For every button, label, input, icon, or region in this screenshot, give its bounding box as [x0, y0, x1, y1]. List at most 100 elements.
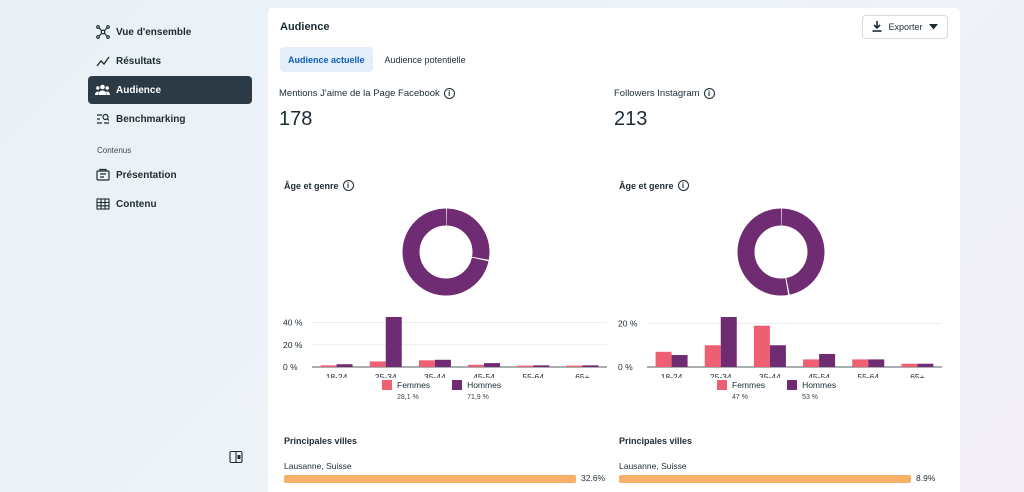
bar-hommes-25-34[interactable]	[385, 317, 402, 367]
presentation-icon	[95, 168, 110, 183]
bar-hommes-65+[interactable]	[917, 363, 934, 367]
sidebar-item-label: Vue d'ensemble	[116, 26, 192, 38]
age-gender-label: Âge et genre	[619, 180, 674, 191]
facebook-metric-title: Mentions J'aime de la Page Facebook i	[279, 88, 609, 99]
people-icon	[95, 83, 110, 98]
bar-femmes-25-34[interactable]	[704, 345, 721, 367]
bar-hommes-45-54[interactable]	[484, 363, 501, 367]
instagram-metric-value: 213	[614, 108, 648, 130]
bar-hommes-55-64[interactable]	[533, 365, 550, 367]
instagram-column: Followers Instagram i 213 Âge et genre i…	[614, 88, 944, 483]
tab-audience-potentielle[interactable]: Audience potentielle	[384, 54, 466, 65]
bar-hommes-18-24[interactable]	[671, 355, 688, 367]
x-tick-label: 55-64	[857, 372, 879, 378]
bar-hommes-35-44[interactable]	[769, 345, 786, 367]
facebook-metric-value: 178	[279, 108, 313, 130]
donut-separator	[736, 207, 826, 297]
sidebar-item-audience[interactable]: Audience	[88, 76, 252, 104]
donut-slice-hommes[interactable]	[402, 208, 490, 296]
bar-hommes-55-64[interactable]	[868, 359, 885, 367]
instagram-metric-title: Followers Instagram i	[614, 88, 944, 99]
export-button[interactable]: Exporter	[862, 15, 948, 39]
facebook-age-gender-chart: 0 % 20 % 40 % 18-24 25-34 35-44 45-54 55-64 65+	[283, 207, 607, 378]
facebook-city-name: Lausanne, Suisse	[284, 461, 352, 471]
info-icon[interactable]: i	[342, 180, 354, 191]
legend-hommes: Hommes 71,9 %	[452, 380, 501, 401]
hommes-swatch	[452, 380, 463, 390]
info-icon[interactable]: i	[677, 180, 689, 191]
bar-hommes-65+[interactable]	[582, 365, 599, 367]
bar-femmes-55-64[interactable]	[517, 365, 534, 367]
bar-femmes-35-44[interactable]	[753, 325, 770, 367]
bar-femmes-65+[interactable]	[566, 365, 583, 367]
tab-audience-actuelle[interactable]: Audience actuelle	[280, 47, 373, 72]
bar-femmes-45-54[interactable]	[803, 359, 820, 367]
sidebar-item-label: Résultats	[116, 55, 162, 67]
hommes-swatch	[787, 380, 798, 390]
femmes-swatch	[717, 380, 727, 390]
femmes-swatch	[382, 380, 392, 390]
bar-femmes-18-24[interactable]	[655, 351, 672, 367]
bar-femmes-55-64[interactable]	[852, 359, 869, 367]
instagram-metric-label: Followers Instagram	[614, 88, 700, 99]
sidebar-item-label: Benchmarking	[116, 113, 186, 125]
instagram-legend: Femmes 47 % Hommes 53 %	[717, 380, 836, 401]
x-tick-label: 65+	[575, 372, 589, 378]
facebook-metric-label: Mentions J'aime de la Page Facebook	[279, 88, 440, 99]
instagram-city-bar	[619, 475, 911, 483]
donut	[401, 207, 491, 297]
bar-femmes-65+[interactable]	[901, 363, 918, 367]
bar-hommes-35-44[interactable]	[434, 359, 451, 367]
download-icon	[872, 20, 882, 34]
sidebar-section-label: Contenus	[97, 146, 132, 155]
bar-hommes-25-34[interactable]	[720, 317, 737, 367]
facebook-city-bar-track	[284, 475, 576, 483]
y-tick-label: 20 %	[283, 340, 303, 350]
bar-femmes-25-34[interactable]	[369, 361, 386, 367]
trend-line-icon	[95, 54, 110, 69]
x-tick-label: 45-54	[473, 372, 495, 378]
page-title: Audience	[280, 21, 330, 33]
bar-hommes-18-24[interactable]	[336, 364, 353, 367]
bar-hommes-45-54[interactable]	[819, 353, 836, 367]
bar-femmes-45-54[interactable]	[468, 364, 485, 367]
sidebar-item-label: Présentation	[116, 169, 177, 181]
legend-hommes-pct: 53 %	[802, 394, 819, 401]
x-tick-label: 25-34	[710, 372, 732, 378]
compare-list-icon	[95, 112, 110, 127]
sidebar-item-contenu[interactable]: Contenu	[88, 190, 252, 218]
sidebar-item-label: Contenu	[116, 198, 157, 210]
network-icon	[95, 25, 110, 40]
audience-tabs: Audience actuelle Audience potentielle	[280, 47, 474, 72]
export-label: Exporter	[888, 22, 923, 32]
bar-femmes-18-24[interactable]	[320, 365, 337, 367]
instagram-age-gender-chart: 0 % 20 % 18-24 25-34 35-44 45-54 55-64 65+	[618, 207, 942, 378]
sidebar-item-vue-ensemble[interactable]: Vue d'ensemble	[88, 18, 252, 46]
instagram-city-pct: 8.9%	[916, 473, 936, 483]
donut-separator	[401, 207, 491, 297]
donut-slice-hommes[interactable]	[737, 208, 825, 296]
instagram-city-name: Lausanne, Suisse	[619, 461, 687, 471]
legend-femmes-pct: 28,1 %	[397, 394, 419, 401]
facebook-city-bar	[284, 475, 576, 483]
collapse-sidebar-icon[interactable]	[229, 450, 243, 464]
x-tick-label: 25-34	[375, 372, 397, 378]
legend-hommes-label: Hommes	[467, 380, 502, 390]
facebook-legend: Femmes 28,1 % Hommes 71,9 %	[382, 380, 501, 401]
legend-femmes: Femmes 47 %	[717, 380, 765, 401]
bar-femmes-35-44[interactable]	[418, 360, 435, 367]
facebook-cities-title: Principales villes	[284, 436, 358, 446]
sidebar-item-presentation[interactable]: Présentation	[88, 161, 252, 189]
sidebar-item-resultats[interactable]: Résultats	[88, 47, 252, 75]
sidebar: Vue d'ensemble Résultats Audience Benchm…	[88, 18, 252, 219]
facebook-age-gender-title: Âge et genre i	[284, 180, 354, 191]
info-icon[interactable]: i	[703, 88, 715, 99]
caret-down-icon	[928, 22, 938, 32]
legend-hommes: Hommes 53 %	[787, 380, 836, 401]
sidebar-item-benchmarking[interactable]: Benchmarking	[88, 105, 252, 133]
info-icon[interactable]: i	[443, 88, 455, 99]
legend-femmes: Femmes 28,1 %	[382, 380, 430, 401]
instagram-cities-title: Principales villes	[619, 436, 693, 446]
x-tick-label: 18-24	[326, 372, 348, 378]
legend-femmes-label: Femmes	[397, 380, 431, 390]
